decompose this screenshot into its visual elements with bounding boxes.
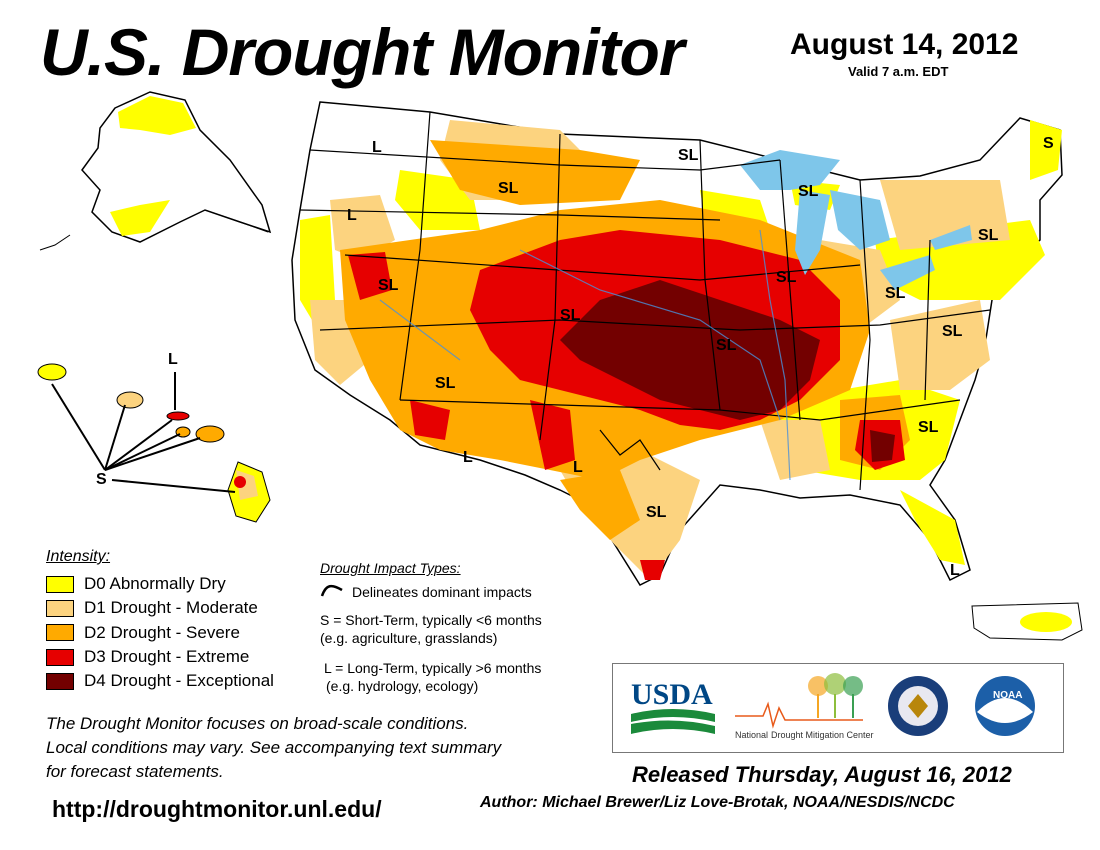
svg-text:USDA: USDA — [631, 678, 713, 711]
svg-text:SL: SL — [678, 147, 699, 164]
legend-swatch — [46, 648, 74, 666]
svg-text:SL: SL — [776, 269, 797, 286]
impact-long-term: L = Long-Term, typically >6 months — [324, 660, 542, 676]
logos-svg: USDA National Drought Mitigation Center … — [631, 673, 1035, 740]
legend-item: D0 Abnormally Dry — [46, 572, 274, 596]
legend-swatch — [46, 672, 74, 690]
svg-text:SL: SL — [798, 183, 819, 200]
legend-swatch — [46, 624, 74, 642]
alaska-map — [39, 91, 272, 251]
author-credit: Author: Michael Brewer/Liz Love-Brotak, … — [480, 794, 955, 811]
map-date: August 14, 2012 — [790, 28, 1019, 61]
svg-text:SL: SL — [560, 307, 581, 324]
legend-label: D1 Drought - Moderate — [84, 598, 258, 618]
svg-text:SL: SL — [918, 419, 939, 436]
svg-text:SL: SL — [378, 277, 399, 294]
legend-label: D3 Drought - Extreme — [84, 647, 250, 667]
svg-text:L: L — [950, 562, 960, 579]
monitor-url-link[interactable]: http://droughtmonitor.unl.edu/ — [52, 796, 382, 822]
disclaimer-note: The Drought Monitor focuses on broad-sca… — [46, 712, 501, 784]
legend-swatch — [46, 575, 74, 593]
svg-text:NOAA: NOAA — [993, 690, 1022, 701]
svg-text:L: L — [168, 351, 178, 368]
note-line: for forecast statements. — [46, 762, 224, 781]
svg-text:SL: SL — [942, 323, 963, 340]
map-region-labels: L L SL SL SL S SL SL SL SL SL SL SL SL S… — [96, 135, 1054, 579]
impact-long-term-example: (e.g. hydrology, ecology) — [326, 678, 479, 694]
legend-label: D4 Drought - Exceptional — [84, 671, 274, 691]
svg-text:S: S — [1043, 135, 1054, 152]
hawaii-map — [37, 363, 271, 523]
svg-text:L: L — [463, 449, 473, 466]
legend-heading: Intensity: — [46, 548, 111, 565]
intensity-legend: D0 Abnormally Dry D1 Drought - Moderate … — [46, 572, 274, 693]
svg-text:Drought Mitigation Center: Drought Mitigation Center — [771, 730, 874, 740]
svg-text:SL: SL — [435, 375, 456, 392]
legend-swatch — [46, 599, 74, 617]
svg-text:S: S — [96, 471, 107, 488]
legend-item: D1 Drought - Moderate — [46, 596, 274, 620]
impact-short-term: S = Short-Term, typically <6 months — [320, 612, 542, 628]
svg-text:National: National — [735, 730, 768, 740]
svg-text:L: L — [372, 139, 382, 156]
note-line: The Drought Monitor focuses on broad-sca… — [46, 714, 469, 733]
partner-logos: USDA National Drought Mitigation Center … — [612, 663, 1064, 753]
commerce-seal — [888, 676, 948, 736]
usda-logo: USDA — [631, 678, 715, 734]
conus-map — [291, 101, 1063, 586]
release-date: Released Thursday, August 16, 2012 — [632, 762, 1012, 787]
legend-item: D3 Drought - Extreme — [46, 645, 274, 669]
ndmc-logo: National Drought Mitigation Center — [735, 673, 874, 740]
svg-text:L: L — [573, 459, 583, 476]
svg-text:SL: SL — [978, 227, 999, 244]
impact-types-heading: Drought Impact Types: — [320, 560, 461, 576]
svg-text:SL: SL — [716, 337, 737, 354]
legend-label: D0 Abnormally Dry — [84, 574, 226, 594]
note-line: Local conditions may vary. See accompany… — [46, 738, 502, 757]
impact-delineates: Delineates dominant impacts — [352, 584, 532, 600]
legend-item: D4 Drought - Exceptional — [46, 669, 274, 693]
noaa-logo: NOAA — [975, 676, 1035, 736]
impact-short-term-example: (e.g. agriculture, grasslands) — [320, 630, 498, 646]
svg-text:L: L — [347, 207, 357, 224]
svg-text:SL: SL — [498, 180, 519, 197]
valid-time: Valid 7 a.m. EDT — [848, 64, 949, 79]
page-title: U.S. Drought Monitor — [40, 15, 685, 89]
legend-item: D2 Drought - Severe — [46, 621, 274, 645]
impact-line-icon — [320, 584, 343, 597]
svg-text:SL: SL — [885, 285, 906, 302]
puerto-rico-map — [971, 602, 1083, 641]
svg-text:SL: SL — [646, 504, 667, 521]
legend-label: D2 Drought - Severe — [84, 622, 240, 642]
